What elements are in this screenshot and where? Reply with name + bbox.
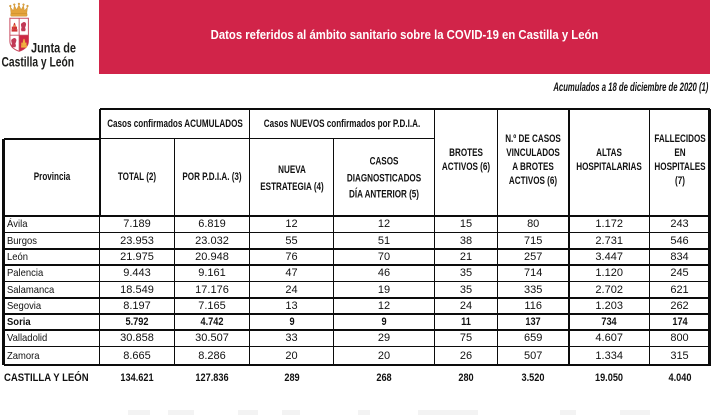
svg-text:Castilla y León: Castilla y León — [2, 55, 75, 70]
svg-text:Junta de: Junta de — [31, 41, 76, 56]
